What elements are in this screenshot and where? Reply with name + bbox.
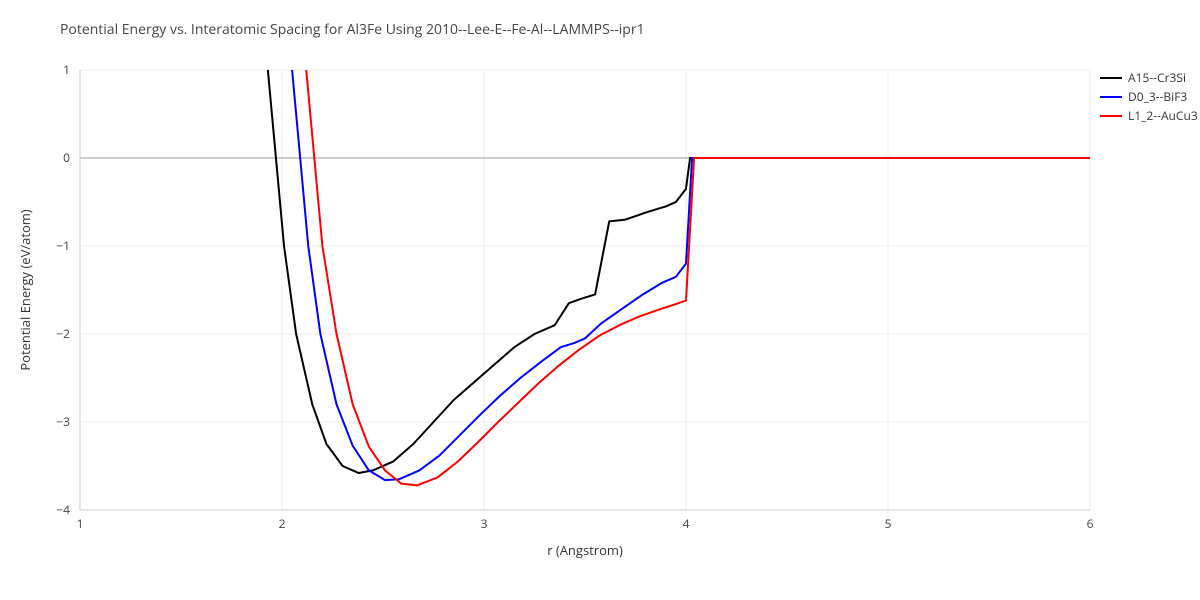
y-tick-label: −4 [56, 501, 70, 518]
x-tick-label: 3 [481, 515, 488, 532]
y-tick-label: −1 [56, 237, 70, 254]
y-axis-label: Potential Energy (eV/atom) [16, 209, 34, 370]
chart-svg: 1 2 3 4 5 6 −4 −3 −2 −1 0 1 r (Angstrom) Potential En… [0, 0, 1200, 600]
legend-label[interactable]: L1_2--AuCu3 [1128, 107, 1198, 124]
x-tick-label: 6 [1087, 515, 1094, 532]
x-axis-label: r (Angstrom) [547, 541, 623, 559]
series-line[interactable] [306, 70, 1090, 485]
series-line[interactable] [292, 70, 1090, 480]
legend-label[interactable]: D0_3--BiF3 [1128, 88, 1187, 105]
y-tick-label: −2 [56, 325, 70, 342]
x-tick-label: 2 [279, 515, 286, 532]
y-tick-label: −3 [56, 413, 70, 430]
x-tick-label: 1 [77, 515, 84, 532]
x-tick-label: 4 [683, 515, 690, 532]
legend-label[interactable]: A15--Cr3Si [1128, 69, 1186, 86]
chart-container: 1 2 3 4 5 6 −4 −3 −2 −1 0 1 r (Angstrom) Potential En… [0, 0, 1200, 600]
y-tick-label: 1 [63, 61, 70, 78]
x-tick-label: 5 [885, 515, 892, 532]
y-tick-label: 0 [63, 149, 70, 166]
